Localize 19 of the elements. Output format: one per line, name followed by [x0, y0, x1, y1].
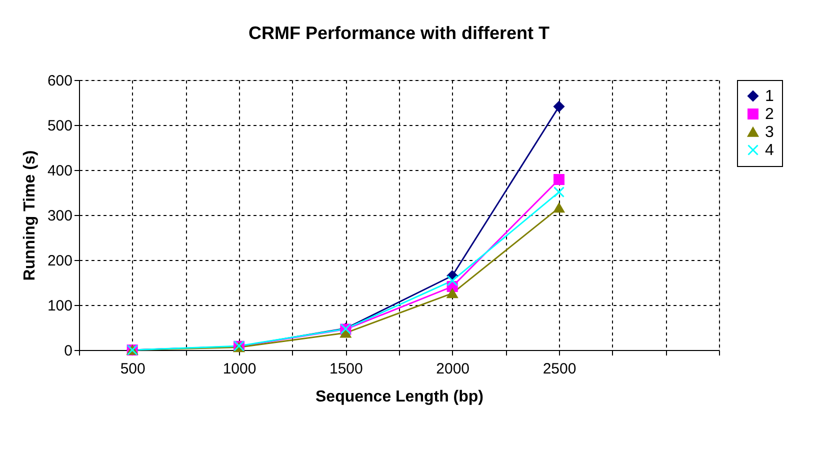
legend-label: 3 — [765, 124, 774, 141]
legend-label: 1 — [765, 88, 774, 105]
x-axis-title: Sequence Length (bp) — [316, 388, 484, 406]
x-tick-label: 500 — [120, 360, 146, 378]
y-tick-label: 500 — [47, 118, 72, 134]
legend-label: 4 — [765, 142, 774, 159]
x-tick-label: 1000 — [222, 360, 256, 378]
y-tick-label: 400 — [47, 162, 72, 180]
y-tick-label: 200 — [47, 252, 72, 270]
y-tick-label: 300 — [47, 208, 72, 224]
legend-label: 2 — [765, 106, 774, 123]
x-tick-label: 2500 — [542, 360, 576, 378]
x-tick-label: 2000 — [436, 360, 470, 378]
y-tick-label: 0 — [64, 342, 72, 360]
y-tick-label: 100 — [47, 298, 72, 314]
y-axis-title: Running Time (s) — [21, 150, 38, 281]
x-tick-label: 1500 — [329, 360, 363, 378]
chart-title: CRMF Performance with different T — [248, 23, 550, 43]
y-tick-label: 600 — [47, 72, 72, 90]
